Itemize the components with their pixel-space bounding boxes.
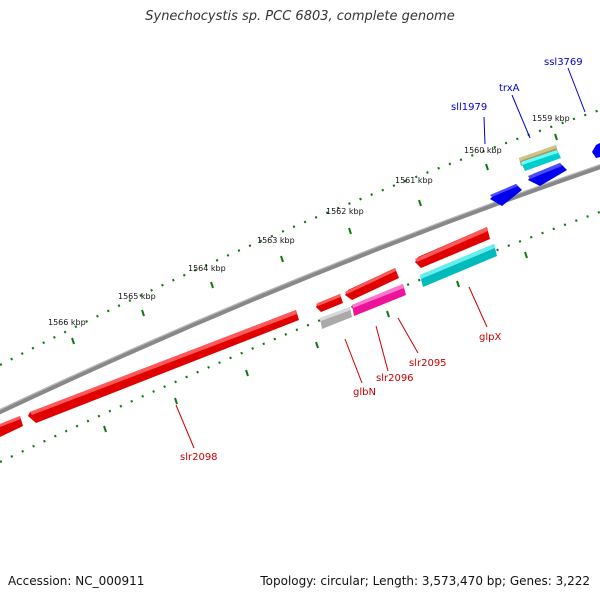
gene-slr2096-red[interactable] [345, 268, 399, 300]
kbp-label-1562: 1562 kbp [326, 207, 364, 216]
outer-tick-track [0, 108, 600, 366]
gene-trxA-cyan[interactable] [521, 150, 561, 171]
gene-label-trxA[interactable]: trxA [499, 83, 520, 94]
gene-ssl3769-arrow[interactable] [528, 163, 567, 186]
gene-slr2098-continuation[interactable] [0, 416, 23, 437]
gene-offscreen-blue[interactable] [592, 143, 600, 158]
gene-glbN-red[interactable] [316, 294, 343, 312]
gene-slr2096[interactable] [352, 284, 406, 316]
outer-major-ticks [71, 133, 558, 345]
genome-backbone-highlight [0, 164, 600, 411]
kbp-label-1564: 1564 kbp [188, 264, 226, 273]
label-leaders [175, 67, 586, 449]
accession-text: Accession: NC_000911 [8, 574, 145, 588]
gene-glpX[interactable] [420, 244, 497, 287]
gene-label-glbN[interactable]: glbN [353, 387, 376, 398]
gene-label-slr2095[interactable]: slr2095 [409, 358, 447, 369]
kbp-label-1563: 1563 kbp [257, 236, 295, 245]
kbp-label-1561: 1561 kbp [395, 176, 433, 185]
gene-label-ssl3769[interactable]: ssl3769 [544, 57, 583, 68]
genome-summary-text: Topology: circular; Length: 3,573,470 bp… [260, 574, 590, 588]
genome-backbone [0, 164, 600, 415]
gene-glpX-red[interactable] [415, 227, 490, 268]
gene-label-glpX[interactable]: glpX [479, 332, 501, 343]
gene-label-slr2096[interactable]: slr2096 [376, 373, 414, 384]
gene-glbN[interactable] [320, 307, 352, 329]
gene-label-sll1979[interactable]: sll1979 [451, 102, 487, 113]
inner-tick-track [0, 210, 600, 463]
kbp-label-1566: 1566 kbp [48, 318, 86, 327]
map-title: Synechocystis sp. PCC 6803, complete gen… [145, 9, 455, 24]
kbp-label-1559: 1559 kbp [532, 114, 570, 123]
gene-label-slr2098[interactable]: slr2098 [180, 452, 218, 463]
gene-slr2098[interactable] [28, 310, 299, 423]
gene-sll1979[interactable] [490, 184, 522, 206]
inner-major-ticks [103, 251, 528, 433]
kbp-label-1565: 1565 kbp [118, 292, 156, 301]
kbp-label-1560: 1560 kbp [464, 146, 502, 155]
